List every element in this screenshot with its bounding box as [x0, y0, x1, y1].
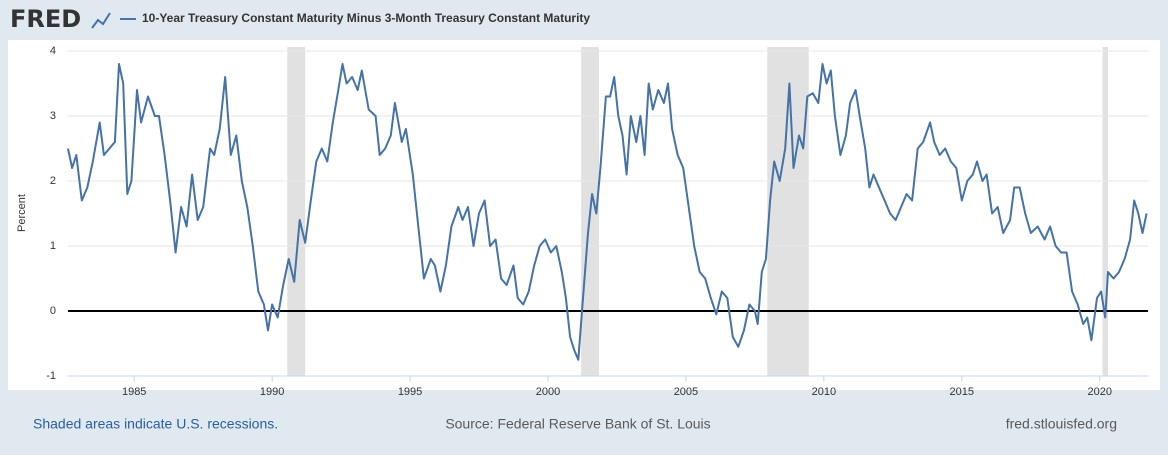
x-tick-label: 1990	[260, 386, 284, 398]
logo[interactable]: FRED	[10, 5, 81, 33]
x-tick-label: 1995	[398, 386, 422, 398]
series-line	[67, 63, 1148, 361]
x-tick-label: 2015	[950, 386, 974, 398]
footer-source: Source: Federal Reserve Bank of St. Loui…	[445, 416, 710, 432]
recession-band	[1102, 47, 1108, 376]
x-tick-label: 2000	[536, 386, 560, 398]
recession-band	[287, 47, 306, 376]
legend-label[interactable]: 10-Year Treasury Constant Maturity Minus…	[142, 11, 590, 25]
y-tick-label: 0	[50, 305, 56, 317]
footer-note[interactable]: Shaded areas indicate U.S. recessions.	[33, 416, 278, 432]
y-tick-label: 3	[50, 110, 56, 122]
logo-icon	[91, 12, 111, 29]
y-tick-label: 4	[50, 45, 56, 57]
y-tick-label: 1	[50, 240, 56, 252]
y-tick-label: -1	[46, 370, 56, 382]
footer-site[interactable]: fred.stlouisfed.org	[1006, 416, 1117, 432]
y-axis-label: Percent	[16, 194, 28, 232]
x-tick-label: 2005	[674, 386, 698, 398]
x-tick-label: 2010	[812, 386, 836, 398]
y-tick-label: 2	[50, 175, 56, 187]
x-tick-label: 2020	[1087, 386, 1111, 398]
x-tick-label: 1985	[122, 386, 146, 398]
